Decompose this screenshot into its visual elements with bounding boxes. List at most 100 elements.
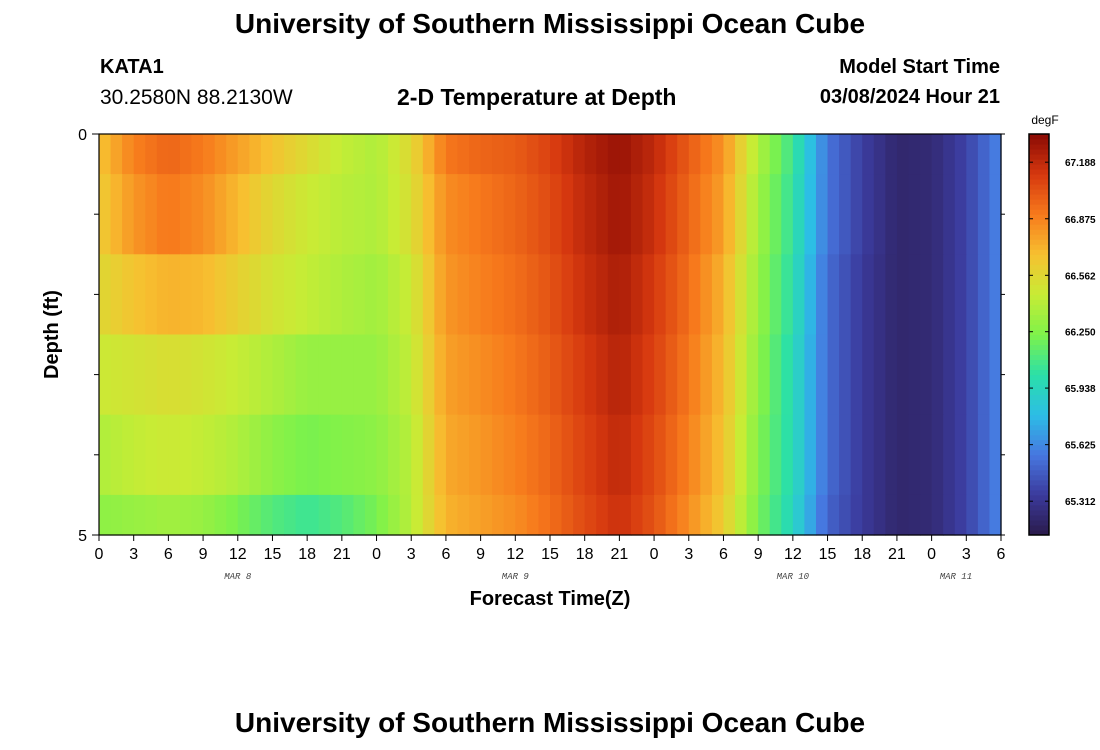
- heatmap-cell: [815, 174, 829, 255]
- heatmap-cell: [561, 174, 574, 255]
- heatmap-cell: [99, 494, 112, 536]
- model-start-value: 03/08/2024 Hour 21: [819, 86, 1000, 108]
- heatmap-cell: [191, 494, 204, 536]
- heatmap-cell: [781, 174, 794, 255]
- heatmap-cell: [203, 254, 216, 336]
- heatmap-cell: [469, 254, 482, 336]
- heatmap-cell: [977, 134, 991, 175]
- heatmap-cell: [191, 414, 204, 496]
- heatmap-cell: [457, 414, 470, 496]
- heatmap-cell: [896, 494, 910, 536]
- heatmap-cell: [966, 254, 979, 336]
- heatmap-cell: [654, 254, 667, 336]
- heatmap-cell: [827, 414, 840, 496]
- heatmap-cell: [503, 334, 516, 416]
- heatmap-cell: [619, 174, 632, 255]
- page-title: University of Southern Mississippi Ocean…: [234, 8, 866, 39]
- heatmap-cell: [688, 254, 701, 336]
- colorbar-segment: [1029, 349, 1049, 356]
- heatmap-cell: [156, 174, 169, 255]
- heatmap-cell: [815, 134, 829, 175]
- heatmap-cell: [330, 134, 343, 175]
- heatmap-cell: [700, 334, 713, 416]
- heatmap-cell: [654, 134, 667, 175]
- heatmap-cell: [376, 254, 389, 336]
- heatmap-cell: [723, 414, 736, 496]
- heatmap-cell: [492, 334, 505, 416]
- heatmap-cell: [931, 414, 944, 496]
- heatmap-cell: [550, 254, 563, 336]
- heatmap-cell: [503, 134, 516, 175]
- colorbar-segment: [1029, 519, 1049, 526]
- heatmap-cell: [850, 134, 863, 175]
- heatmap-cell: [284, 334, 297, 416]
- heatmap-cell: [492, 134, 505, 175]
- heatmap-cell: [515, 494, 528, 536]
- colorbar-segment: [1029, 439, 1049, 446]
- heatmap-cell: [480, 334, 493, 416]
- heatmap-cell: [873, 174, 886, 255]
- heatmap-cell: [607, 334, 620, 416]
- heatmap-cell: [156, 254, 169, 336]
- heatmap-cell: [954, 414, 967, 496]
- heatmap-cell: [260, 134, 274, 175]
- colorbar-segment: [1029, 299, 1049, 305]
- heatmap-cell: [122, 174, 135, 255]
- heatmap-cell: [99, 334, 112, 416]
- heatmap-cell: [769, 254, 782, 336]
- colorbar-segment: [1029, 474, 1049, 481]
- colorbar-segment: [1029, 354, 1049, 361]
- x-tick-label: 9: [476, 546, 485, 563]
- heatmap-cell: [573, 494, 586, 536]
- heatmap-cell: [179, 254, 193, 336]
- heatmap-cell: [388, 494, 401, 536]
- heatmap-cell: [526, 254, 540, 336]
- heatmap-cell: [746, 494, 759, 536]
- heatmap-cell: [191, 174, 204, 255]
- heatmap-cell: [827, 334, 840, 416]
- heatmap-cell: [480, 494, 493, 536]
- heatmap-cell: [307, 414, 320, 496]
- heatmap-cell: [237, 254, 250, 336]
- colorbar-segment: [1029, 384, 1049, 391]
- heatmap-cell: [711, 494, 725, 536]
- heatmap-cell: [422, 414, 435, 496]
- heatmap-cell: [723, 494, 736, 536]
- colorbar: 67.188 66.875 66.562 66.250 65.938 65.625 65.3…: [1028, 133, 1096, 536]
- x-tick-label: 3: [129, 546, 138, 563]
- heatmap-cell: [237, 334, 250, 416]
- x-tick-label: 0: [927, 546, 936, 563]
- heatmap-cell: [711, 134, 725, 175]
- heatmap-cell: [642, 174, 655, 255]
- heatmap-cell: [839, 494, 852, 536]
- heatmap-cell: [769, 494, 782, 536]
- heatmap-cell: [330, 174, 343, 255]
- colorbar-segment: [1029, 204, 1049, 210]
- x-tick-label: 12: [506, 546, 524, 563]
- heatmap-cell: [920, 494, 933, 536]
- heatmap-cell: [411, 134, 424, 175]
- heatmap-cell: [885, 254, 898, 336]
- heatmap-cell: [792, 254, 806, 336]
- heatmap-cell: [665, 334, 678, 416]
- colorbar-segment: [1029, 479, 1049, 486]
- heatmap-cell: [908, 494, 921, 536]
- heatmap-cell: [469, 494, 482, 536]
- heatmap-cell: [295, 134, 308, 175]
- colorbar-segment: [1029, 449, 1049, 456]
- heatmap-cell: [746, 414, 759, 496]
- colorbar-segment: [1029, 304, 1049, 310]
- heatmap-cell: [677, 254, 690, 336]
- heatmap-cell: [237, 134, 250, 175]
- heatmap-cell: [341, 134, 355, 175]
- heatmap-cell: [133, 134, 146, 175]
- heatmap-cell: [908, 414, 921, 496]
- heatmap-cell: [815, 334, 829, 416]
- heatmap-cell: [469, 414, 482, 496]
- heatmap-cell: [411, 334, 424, 416]
- heatmap-cell: [538, 414, 551, 496]
- heatmap-cell: [943, 334, 956, 416]
- heatmap-cell: [203, 414, 216, 496]
- heatmap-cell: [885, 414, 898, 496]
- heatmap-cell: [781, 254, 794, 336]
